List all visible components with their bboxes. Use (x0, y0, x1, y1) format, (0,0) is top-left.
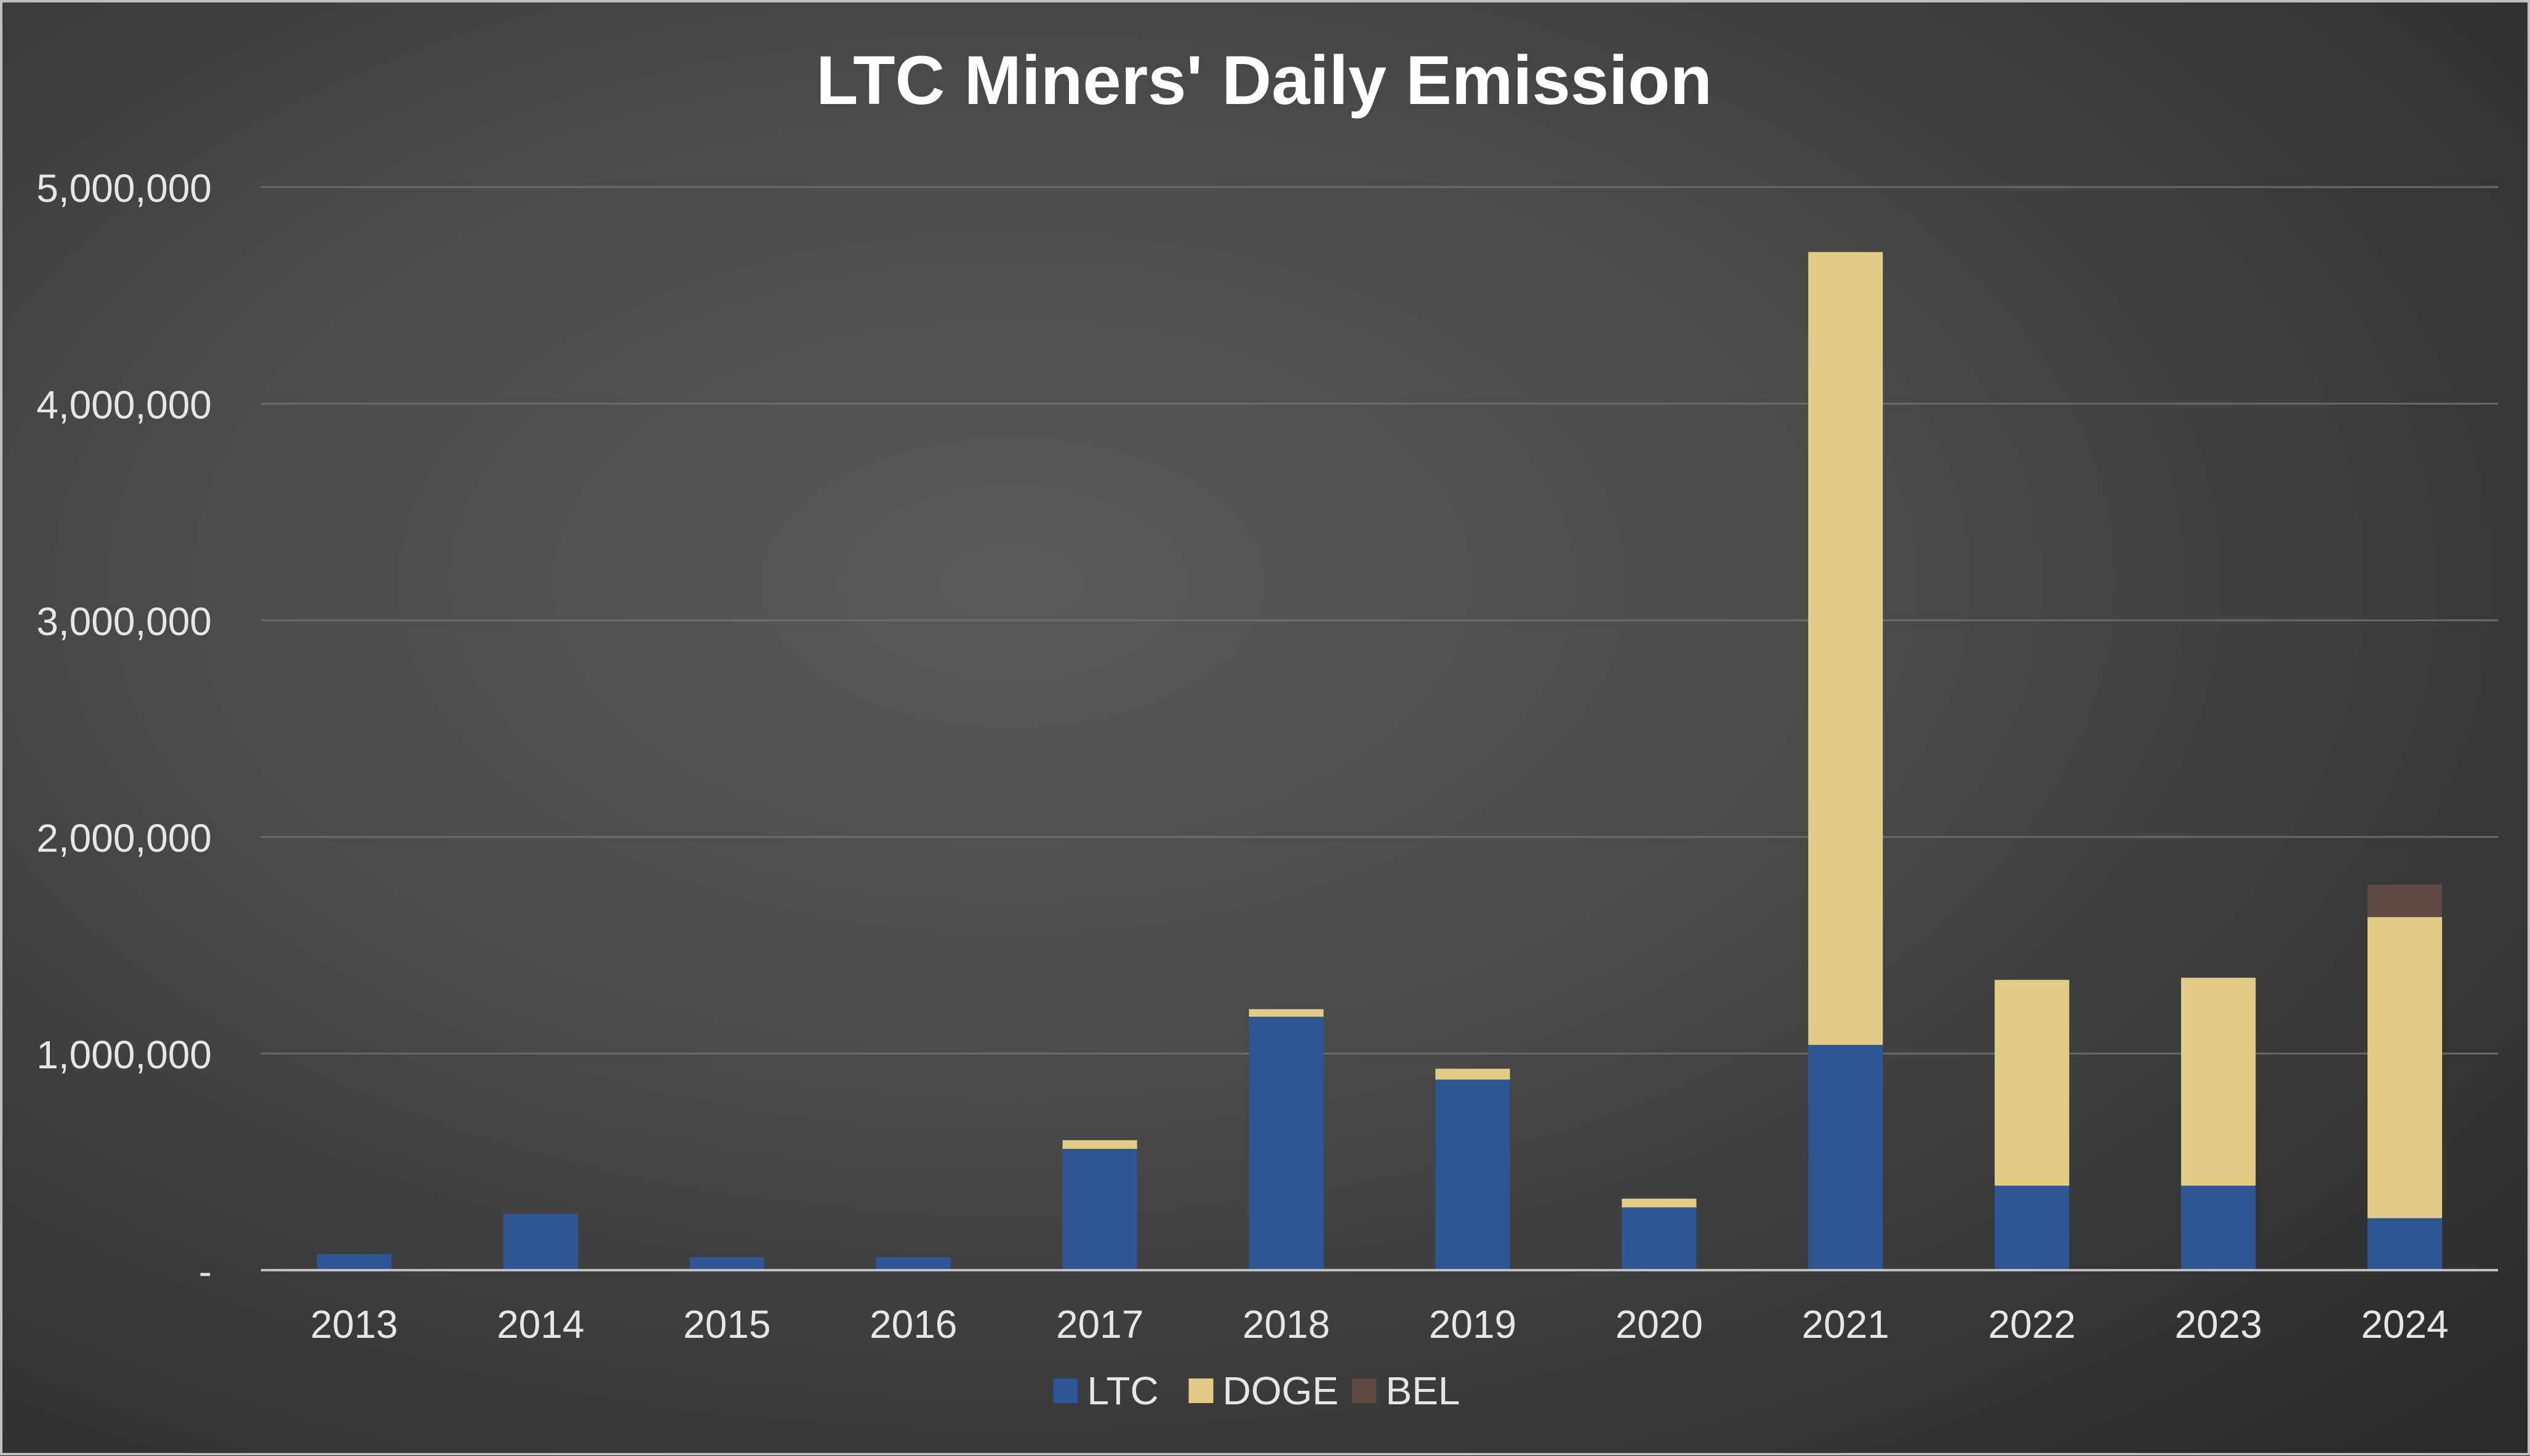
x-tick-label: 2019 (1429, 1302, 1516, 1346)
bar-ltc-2016 (876, 1257, 951, 1270)
bar-ltc-2021 (1808, 1044, 1883, 1270)
x-axis-tick-labels: 2013 2014 2015 2016 2017 2018 2019 2020 2021 2022… (310, 1302, 2448, 1346)
legend-label-bel: BEL (1386, 1369, 1460, 1413)
bar-ltc-2023 (2181, 1185, 2256, 1270)
y-tick-label: 3,000,000 (36, 599, 212, 644)
x-tick-label: 2023 (2174, 1302, 2262, 1346)
bar-doge-2018 (1249, 1009, 1324, 1017)
legend-label-ltc: LTC (1087, 1369, 1159, 1413)
x-tick-label: 2020 (1615, 1302, 1703, 1346)
y-tick-label: 1,000,000 (36, 1033, 212, 1077)
bar-doge-2024 (2367, 917, 2443, 1218)
bar-doge-2022 (1995, 980, 2070, 1186)
bar-ltc-2024 (2367, 1218, 2443, 1270)
legend-swatch-doge (1188, 1378, 1214, 1403)
bar-doge-2023 (2181, 977, 2256, 1186)
x-tick-label: 2017 (1056, 1302, 1143, 1346)
y-axis-tick-labels: - 1,000,000 2,000,000 3,000,000 4,000,000 5,0… (36, 166, 212, 1294)
legend-label-doge: DOGE (1223, 1369, 1339, 1413)
legend-swatch-bel (1351, 1378, 1377, 1403)
bar-ltc-2014 (503, 1214, 578, 1270)
y-tick-label: 2,000,000 (36, 816, 212, 860)
bar-ltc-2019 (1435, 1079, 1510, 1270)
x-tick-label: 2013 (310, 1302, 398, 1346)
gridlines (261, 186, 2498, 1055)
bar-doge-2020 (1622, 1198, 1697, 1207)
x-tick-label: 2014 (497, 1302, 584, 1346)
legend-swatch-ltc (1053, 1378, 1078, 1403)
x-tick-label: 2022 (1988, 1302, 2076, 1346)
bar-ltc-2017 (1062, 1148, 1137, 1270)
bar-ltc-2018 (1249, 1017, 1324, 1270)
x-tick-label: 2024 (2361, 1302, 2448, 1346)
bar-ltc-2015 (689, 1257, 764, 1270)
bar-ltc-2013 (316, 1254, 392, 1270)
bar-ltc-2020 (1622, 1207, 1697, 1270)
y-tick-label: 5,000,000 (36, 166, 212, 210)
bar-ltc-2022 (1995, 1185, 2070, 1270)
bar-doge-2017 (1062, 1140, 1137, 1149)
y-tick-label: - (199, 1249, 212, 1294)
x-tick-label: 2021 (1802, 1302, 1889, 1346)
x-tick-label: 2016 (870, 1302, 957, 1346)
bars (316, 252, 2443, 1270)
bar-bel-2024 (2367, 884, 2443, 918)
chart-title: LTC Miners' Daily Emission (816, 42, 1712, 119)
x-tick-label: 2018 (1243, 1302, 1330, 1346)
legend: LTC DOGE BEL (1053, 1369, 1460, 1413)
x-tick-label: 2015 (683, 1302, 771, 1346)
bar-doge-2021 (1808, 252, 1883, 1045)
bar-doge-2019 (1435, 1068, 1510, 1080)
y-tick-label: 4,000,000 (36, 383, 212, 427)
